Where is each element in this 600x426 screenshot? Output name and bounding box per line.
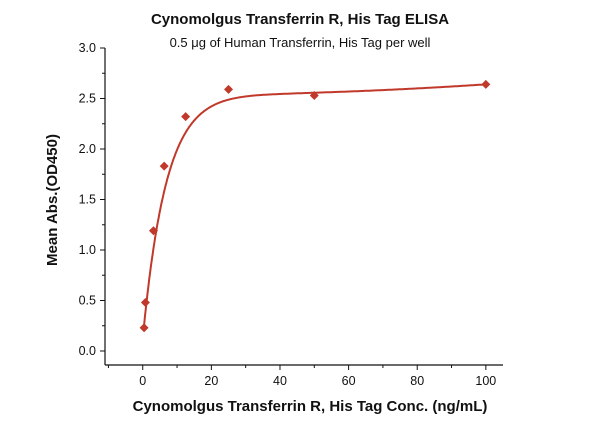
chart-subtitle: 0.5 μg of Human Transferrin, His Tag per…	[170, 35, 431, 50]
chart-title: Cynomolgus Transferrin R, His Tag ELISA	[151, 11, 449, 28]
y-tick-label: 2.0	[79, 142, 96, 156]
data-point	[181, 112, 191, 122]
y-tick-label: 1.0	[79, 243, 96, 257]
x-tick-label: 40	[273, 374, 287, 388]
data-point	[148, 226, 158, 236]
y-tick-label: 0.5	[79, 294, 96, 308]
x-tick-label: 100	[475, 374, 496, 388]
y-tick-label: 1.5	[79, 193, 96, 207]
y-tick-label: 0.0	[79, 344, 96, 358]
y-tick-label: 2.5	[79, 92, 96, 106]
x-tick-label: 0	[139, 374, 146, 388]
data-point	[140, 298, 150, 308]
x-tick-label: 60	[342, 374, 356, 388]
x-tick-label: 20	[204, 374, 218, 388]
x-tick-label: 80	[410, 374, 424, 388]
data-point	[224, 84, 234, 94]
data-point	[309, 90, 319, 100]
data-point	[139, 323, 149, 333]
y-tick-label: 3.0	[79, 41, 96, 55]
data-point	[159, 161, 169, 171]
x-axis-label: Cynomolgus Transferrin R, His Tag Conc. …	[133, 398, 488, 415]
data-point	[481, 79, 491, 89]
y-axis-label: Mean Abs.(OD450)	[44, 134, 61, 266]
fit-curve	[143, 83, 486, 326]
